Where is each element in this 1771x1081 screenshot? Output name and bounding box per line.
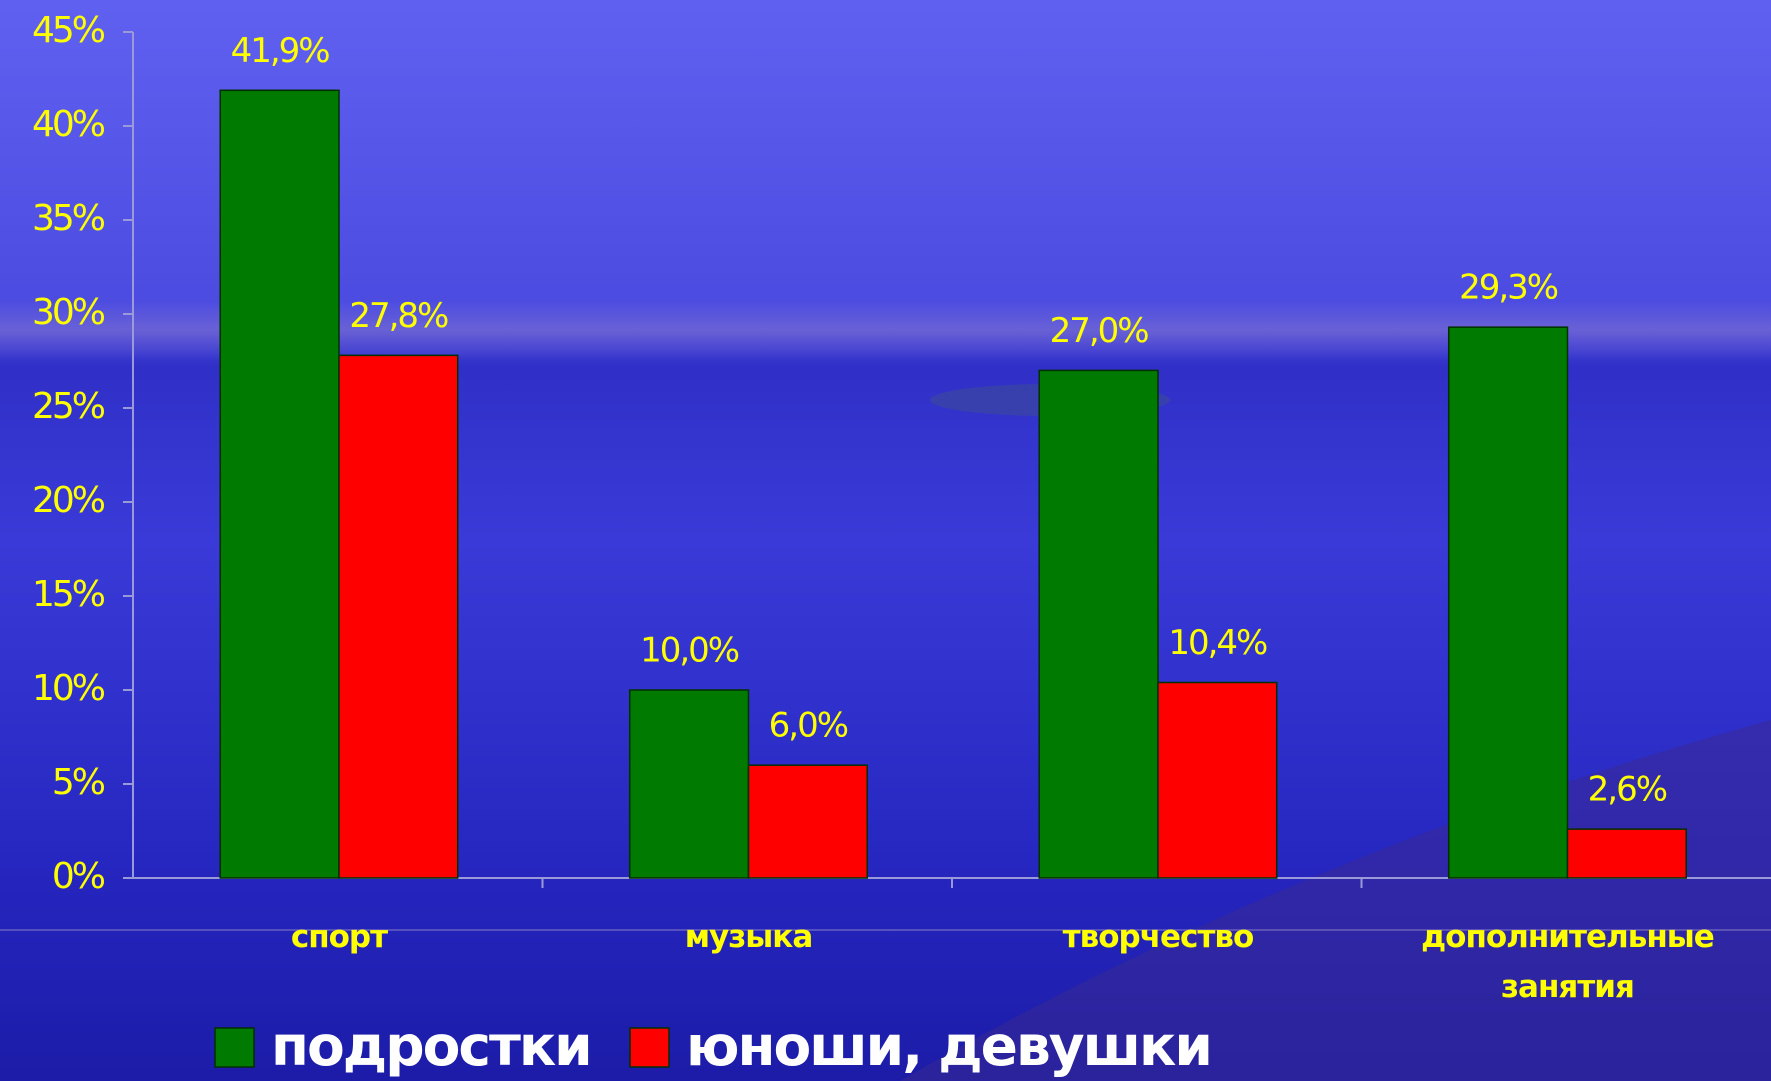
y-tick-label: 45% [32, 10, 105, 51]
bar [1157, 681, 1278, 879]
value-label: 41,9% [231, 31, 330, 71]
bar [1447, 326, 1569, 879]
y-tick-label: 25% [32, 386, 105, 427]
y-tick-label: 10% [32, 668, 105, 709]
x-tick-label: спорт [290, 919, 388, 955]
x-tick-label: дополнительные занятия [1421, 919, 1715, 1005]
bar [1566, 828, 1687, 879]
y-tick-label: 20% [32, 480, 105, 521]
bar [747, 764, 868, 879]
y-tick-label: 40% [32, 104, 105, 145]
value-label: 27,0% [1050, 311, 1149, 351]
value-label: 2,6% [1588, 770, 1667, 810]
y-tick-label: 30% [32, 292, 105, 333]
bar [338, 354, 459, 879]
value-label: 10,4% [1168, 623, 1267, 663]
value-label: 10,0% [640, 631, 739, 671]
value-label: 6,0% [769, 706, 848, 746]
legend-label: подростки [271, 1014, 591, 1078]
bar [219, 89, 340, 879]
y-tick-label: 0% [52, 856, 105, 897]
legend-swatch [214, 1027, 255, 1068]
legend-label: юноши, девушки [686, 1014, 1211, 1078]
y-tick-label: 35% [32, 198, 105, 239]
y-tick-label: 15% [32, 574, 105, 615]
bar [628, 689, 750, 879]
value-label: 27,8% [349, 296, 448, 336]
legend-swatch [629, 1027, 670, 1068]
x-tick-label: творчество [1062, 919, 1255, 955]
value-label: 29,3% [1459, 268, 1558, 308]
y-tick-label: 5% [52, 762, 105, 803]
bar [1038, 369, 1159, 879]
x-tick-label: музыка [684, 919, 814, 955]
